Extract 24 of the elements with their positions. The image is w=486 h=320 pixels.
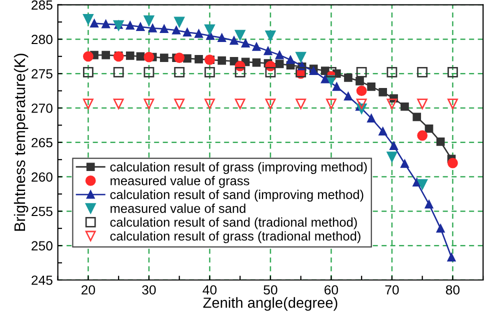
x-tick-label: 60 (324, 285, 338, 295)
x-tick-label: 30 (142, 285, 156, 295)
legend-label: calculation result of grass (tradional method) (110, 231, 360, 244)
y-tick-label: 245 (32, 276, 52, 285)
legend-label: measured value of sand (110, 204, 246, 213)
legend-label: measured value of grass (110, 176, 250, 188)
x-tick-label: 20 (82, 285, 96, 295)
y-tick-label: 265 (32, 138, 52, 148)
y-tick-label: 280 (32, 34, 52, 44)
y-tick-label: 250 (32, 241, 52, 251)
x-tick-label: 50 (264, 285, 278, 295)
legend-label: calculation result of sand (improving method) (110, 190, 364, 202)
x-tick-label: 80 (446, 285, 460, 295)
x-tick-label: 40 (202, 285, 217, 295)
y-tick-label: 285 (32, 0, 52, 10)
y-axis-title: Brightness temperature(K) (14, 54, 28, 231)
legend-label: calculation result of grass (improving method) (110, 162, 367, 174)
y-tick-label: 260 (32, 172, 52, 182)
legend-label: calculation result of sand (tradional method) (110, 217, 357, 230)
x-tick-label: 70 (385, 285, 399, 295)
x-axis-title: Zenith angle(degree) (203, 297, 338, 311)
y-tick-label: 270 (32, 104, 52, 113)
y-tick-label: 255 (32, 206, 52, 216)
y-tick-label: 275 (32, 69, 52, 79)
